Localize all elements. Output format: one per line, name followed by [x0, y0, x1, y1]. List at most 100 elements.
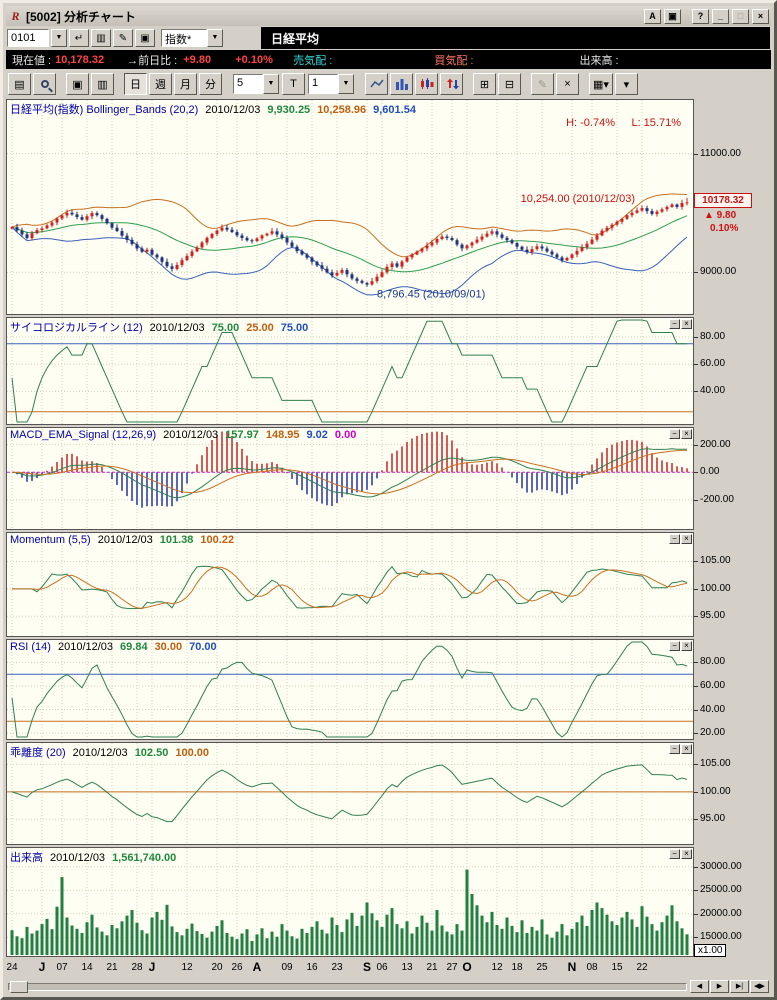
axis-label: 100.00 — [700, 583, 731, 594]
scroll-right-button[interactable]: ▶ — [710, 980, 729, 993]
index-type-select[interactable]: 指数* ▼ — [161, 29, 223, 47]
period-week-button[interactable]: 週 — [149, 73, 172, 95]
pane-vol-plot[interactable]: 出来高 2010/12/03 1,561,740.00 − × — [6, 847, 694, 957]
pane-psy-close-button[interactable]: × — [681, 319, 692, 329]
pane-main-header: 日経平均(指数) Bollinger_Bands (20,2) 2010/12/0… — [10, 101, 416, 117]
pane-dev-close-button[interactable]: × — [681, 744, 692, 754]
bar-chart-button[interactable] — [390, 73, 413, 95]
pane-mom-minimize-button[interactable]: − — [669, 534, 680, 544]
pane-mom-close-button[interactable]: × — [681, 534, 692, 544]
ask-label: 売気配 : — [293, 54, 333, 67]
pane-main: 10,254.00 (2010/12/03) 8,796.45 (2010/09/… — [6, 99, 774, 315]
pane-mom-plot[interactable]: Momentum (5,5) 2010/12/03 101.38 100.22 − × — [6, 532, 694, 637]
tick-button[interactable]: T — [282, 73, 305, 95]
help-button[interactable]: ? — [692, 8, 709, 24]
pane-dev-axis: 105.00 100.00 95.00 — [694, 742, 774, 845]
a-button[interactable]: A — [644, 8, 661, 24]
change-percent: +0.10% — [235, 53, 273, 66]
svg-text:L: 15.71%: L: 15.71% — [631, 117, 681, 129]
copy-window-button[interactable]: ▣ — [664, 8, 681, 24]
minute-interval-select[interactable]: 5 ▼ — [233, 74, 279, 94]
print-button[interactable]: ▥ — [91, 73, 114, 95]
pane-date: 2010/12/03 — [57, 641, 114, 653]
code-dropdown-button[interactable]: ▼ — [51, 29, 67, 47]
quote-bar: 現在値 : 10,178.32 →前日比 : +9.80 +0.10% 売気配 … — [6, 50, 771, 69]
pane-macd-axis: 200.00 0.00 -200.00 — [694, 427, 774, 530]
pane-value: 157.97 — [225, 429, 259, 441]
security-name-display: 日経平均 — [261, 27, 770, 49]
x-axis-month-label: J — [148, 960, 156, 974]
volume-label: 出来高 : — [579, 54, 619, 67]
pane-vol-minimize-button[interactable]: − — [669, 849, 680, 859]
pane-macd-header: MACD_EMA_Signal (12,26,9) 2010/12/03 157.9… — [10, 429, 356, 441]
lookup-button[interactable]: ▥ — [91, 29, 111, 47]
pane-rsi-minimize-button[interactable]: − — [669, 641, 680, 651]
pane-vol: 出来高 2010/12/03 1,561,740.00 − × 30000.00 25000… — [6, 847, 774, 957]
new-chart-button[interactable]: ▤ — [8, 73, 31, 95]
x-axis-date-label: 22 — [636, 962, 648, 973]
pane-value: 1,561,740.00 — [112, 852, 177, 864]
copy-chart-button[interactable]: ▣ — [66, 73, 89, 95]
pane-value: 9.02 — [306, 429, 328, 441]
scroll-end-button[interactable]: ▶| — [730, 980, 749, 993]
mark-button[interactable]: ▣ — [135, 29, 155, 47]
x-axis-date-label: 13 — [401, 962, 413, 973]
pane-value: 69.84 — [120, 641, 148, 653]
zoom-button[interactable] — [33, 73, 56, 95]
close-button[interactable]: × — [752, 8, 769, 24]
x-axis-month-label: N — [567, 960, 577, 974]
pane-date: 2010/12/03 — [50, 852, 106, 864]
pane-macd-plot[interactable]: MACD_EMA_Signal (12,26,9) 2010/12/03 157.9… — [6, 427, 694, 530]
pane-rsi-close-button[interactable]: × — [681, 641, 692, 651]
x-axis-month-label: J — [38, 960, 46, 974]
pane-main-plot[interactable]: 10,254.00 (2010/12/03) 8,796.45 (2010/09/… — [6, 99, 694, 315]
pane-psy: サイコロジカルライン (12) 2010/12/03 75.00 25.00 75.00… — [6, 317, 774, 425]
pane-rsi-plot[interactable]: RSI (14) 2010/12/03 69.84 30.00 70.00 − × — [6, 639, 694, 740]
draw-button[interactable]: ✎ — [531, 73, 554, 95]
x-axis-date-label: 27 — [446, 962, 458, 973]
period-day-button[interactable]: 日 — [124, 73, 147, 95]
enter-button[interactable]: ↵ — [69, 29, 89, 47]
updown-chart-button[interactable] — [440, 73, 463, 95]
x-axis-date-label: 25 — [536, 962, 548, 973]
candle-chart-button[interactable] — [415, 73, 438, 95]
code-input[interactable] — [7, 29, 49, 47]
index-dropdown-button[interactable]: ▼ — [207, 29, 223, 47]
grid-button[interactable]: ⊞ — [473, 73, 496, 95]
pane-title: 日経平均(指数) Bollinger_Bands (20,2) — [10, 104, 199, 116]
maximize-button[interactable]: □ — [732, 8, 749, 24]
chart-image-menu-button[interactable]: ▦▾ — [589, 73, 613, 95]
pane-macd-minimize-button[interactable]: − — [669, 429, 680, 439]
pane-date: 2010/12/03 — [149, 322, 205, 334]
pane-vol-close-button[interactable]: × — [681, 849, 692, 859]
scrollbar-thumb[interactable] — [10, 981, 28, 993]
pane-dev-minimize-button[interactable]: − — [669, 744, 680, 754]
pane-dev-plot[interactable]: 乖離度 (20) 2010/12/03 102.50 100.00 − × — [6, 742, 694, 845]
pane-psy-minimize-button[interactable]: − — [669, 319, 680, 329]
axis-label: 60.00 — [700, 680, 726, 691]
price-change: ▲ 9.80 — [704, 210, 737, 221]
axis-label: 20.00 — [700, 727, 726, 738]
pane-value: 9,601.54 — [373, 104, 416, 116]
bar-count-select[interactable]: 1 ▼ — [308, 74, 354, 94]
pane-title: MACD_EMA_Signal (12,26,9) — [10, 429, 157, 441]
pane-psy-plot[interactable]: サイコロジカルライン (12) 2010/12/03 75.00 25.00 75.00… — [6, 317, 694, 425]
scroll-left-button[interactable]: ◀ — [690, 980, 709, 993]
minimize-button[interactable]: _ — [712, 8, 729, 24]
layout-button[interactable]: ⊟ — [498, 73, 521, 95]
scroll-fit-button[interactable]: ◀▶ — [750, 980, 769, 993]
axis-label: 30000.00 — [700, 861, 742, 872]
scrollbar-track[interactable] — [8, 983, 687, 991]
pane-value: 30.00 — [154, 641, 183, 653]
period-minute-button[interactable]: 分 — [199, 73, 222, 95]
pane-vol-header: 出来高 2010/12/03 1,561,740.00 — [10, 849, 176, 865]
x-axis-date-label: 21 — [106, 962, 118, 973]
edit-button[interactable]: ✎ — [113, 29, 133, 47]
pane-macd-close-button[interactable]: × — [681, 429, 692, 439]
dropdown-menu-button[interactable]: ▾ — [614, 73, 638, 95]
chart-toolbar: ▤ ▣ ▥ 日週月分 5 ▼ T 1 ▼ ⊞ ⊟ ✎ × ▦▾ ▾ — [6, 69, 771, 99]
current-price-value: 10,178.32 — [55, 53, 105, 66]
period-month-button[interactable]: 月 — [174, 73, 197, 95]
line-style-button[interactable] — [365, 73, 388, 95]
delete-button[interactable]: × — [556, 73, 579, 95]
